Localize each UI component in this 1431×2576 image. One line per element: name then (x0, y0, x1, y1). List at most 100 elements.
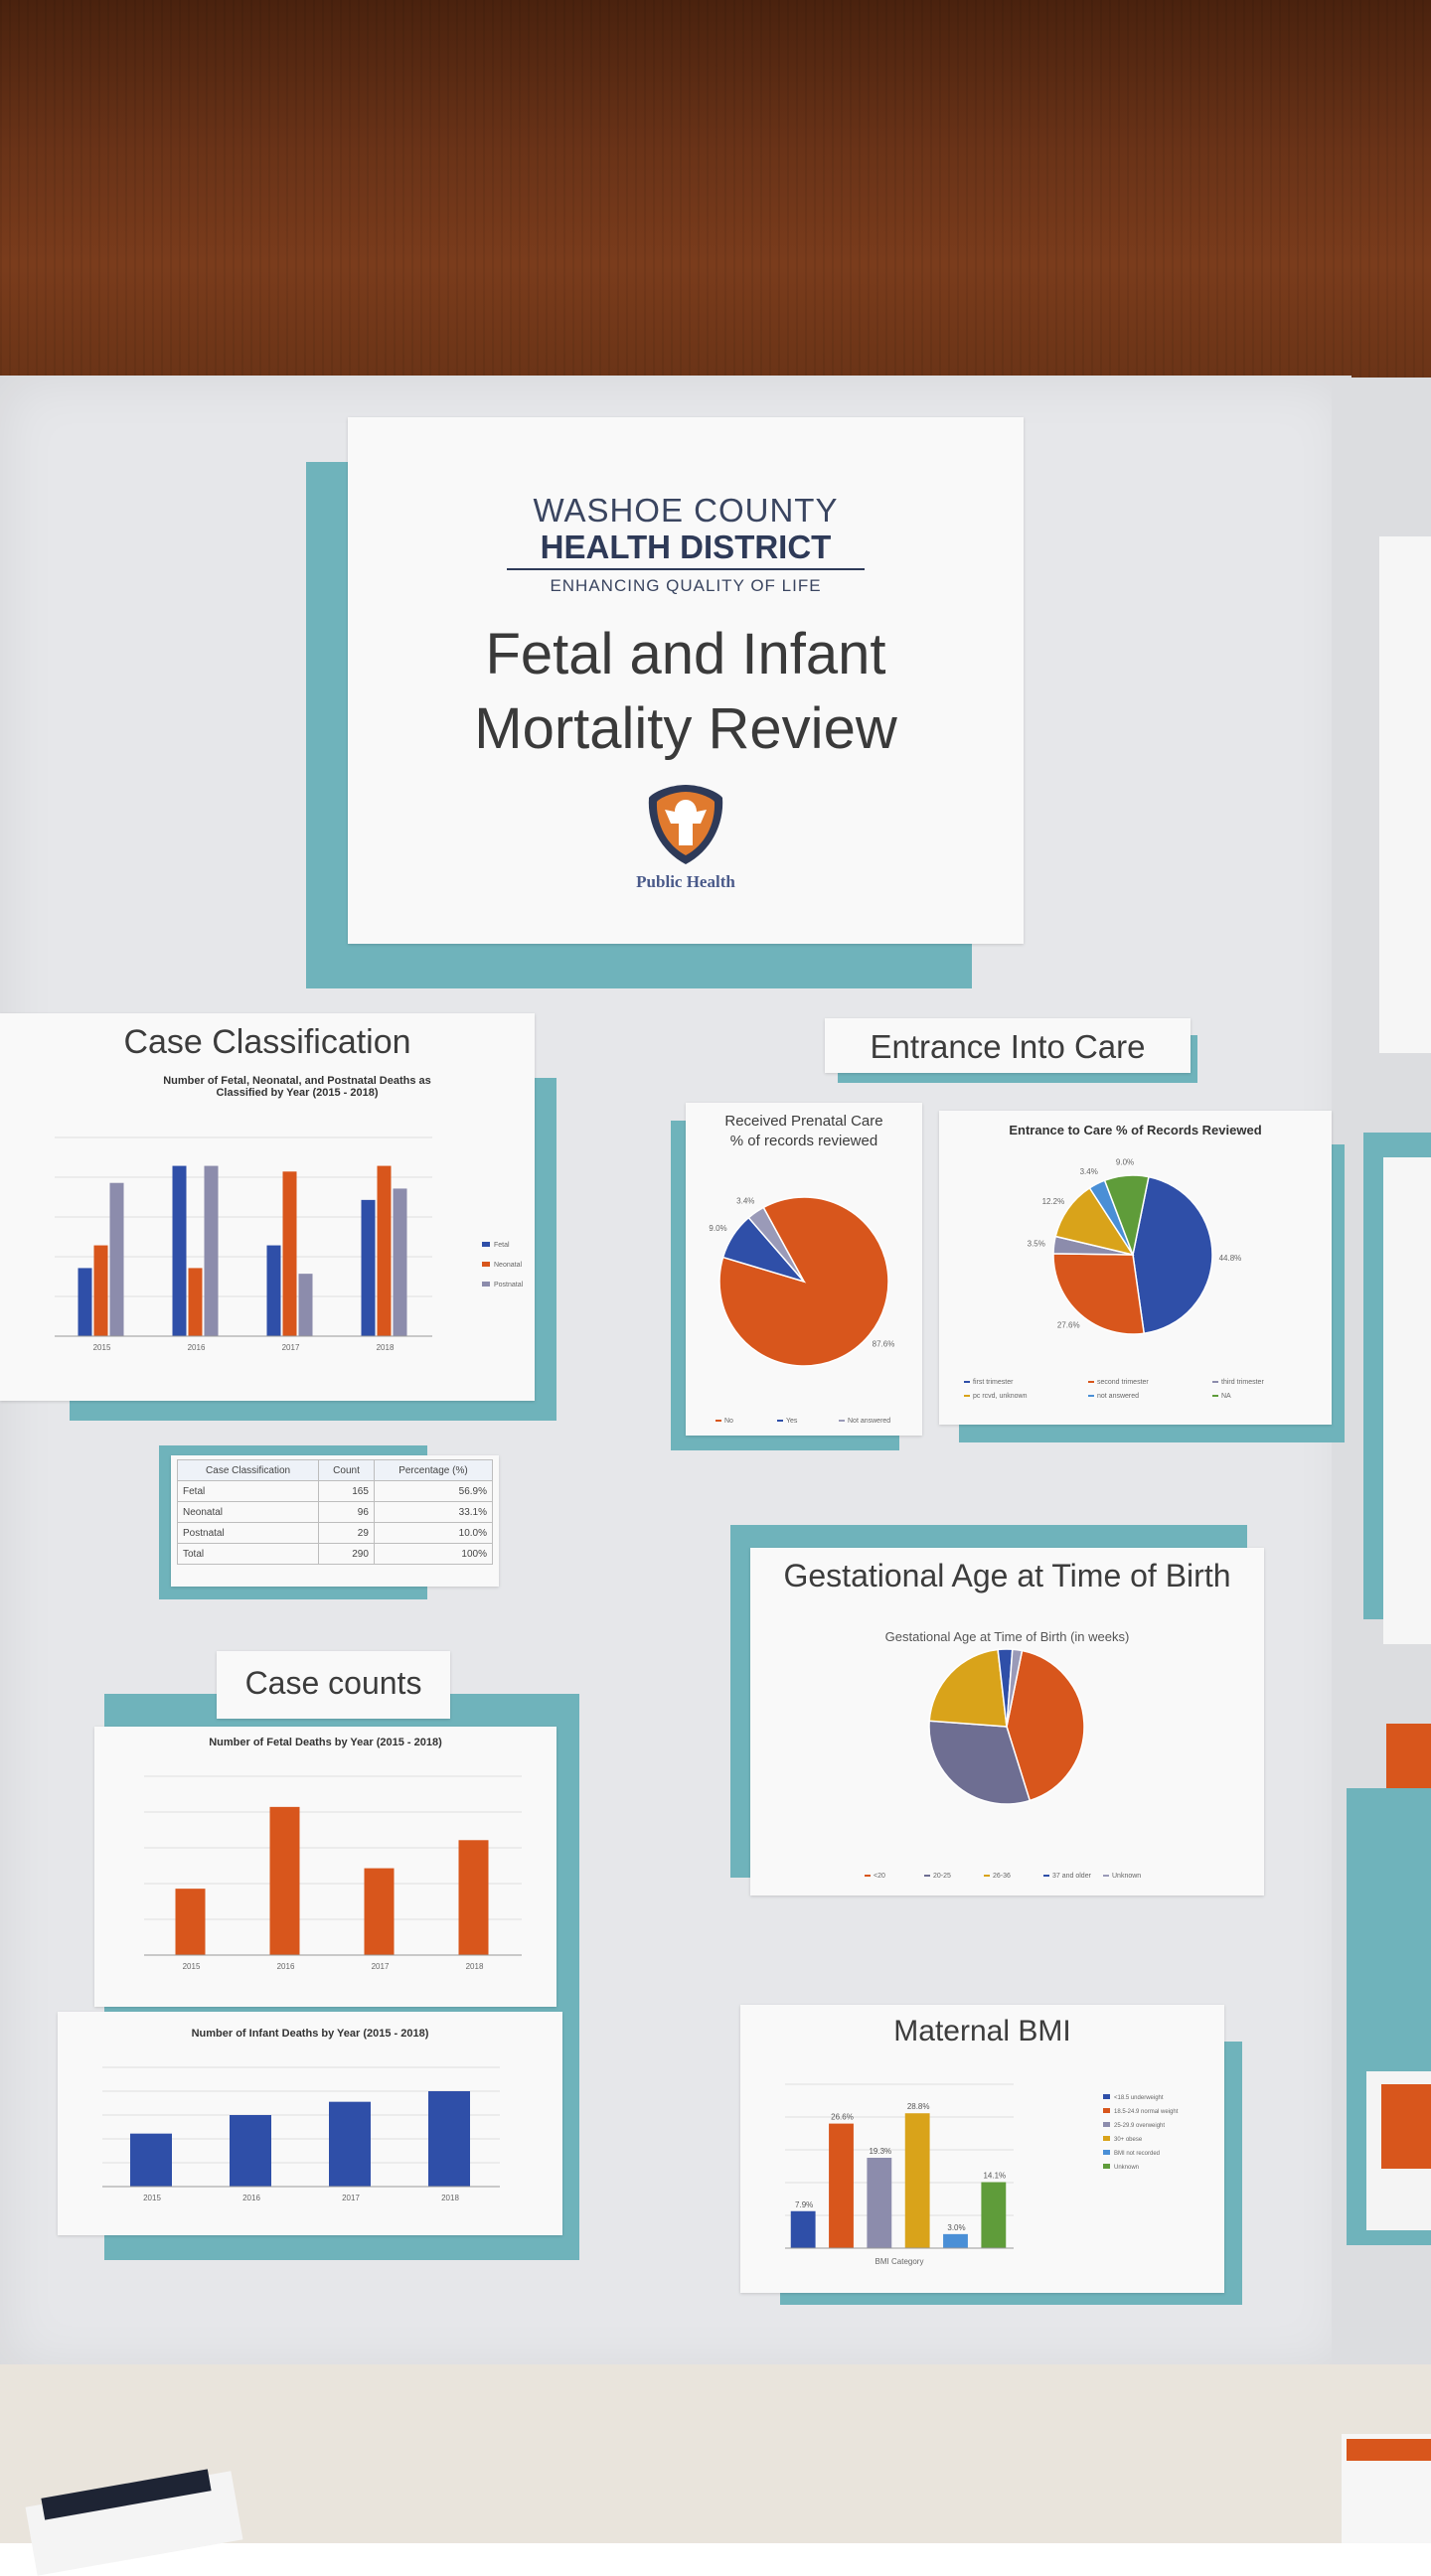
bar (981, 2182, 1007, 2248)
legend-swatch (1088, 1381, 1094, 1383)
x-axis-label: BMI Category (875, 2257, 924, 2266)
wood-wall (0, 0, 1431, 378)
bar-value-label: 7.9% (795, 2200, 813, 2209)
pie-value-label: 87.6% (873, 1339, 895, 1348)
bar-value-label: 28.8% (907, 2102, 930, 2111)
x-tick-label: 2017 (372, 1962, 390, 1971)
table-header-row: Case Classification Count Percentage (%) (176, 1459, 494, 1481)
table-cell: 29 (318, 1522, 375, 1544)
pie-slice (747, 1206, 805, 1283)
legend-label: second trimester (1097, 1379, 1149, 1386)
classification-heading: Case Classification (123, 1023, 411, 1061)
bottom-right-card-header (1347, 2439, 1431, 2461)
legend-swatch (964, 1395, 970, 1397)
bar-value-label: 26.6% (831, 2113, 854, 2122)
table-cell: Fetal (176, 1480, 320, 1502)
bar (204, 1165, 219, 1336)
bar (93, 1245, 108, 1336)
gestational-pie-chart: <20 20-25 26-36 37 and older Unknown (865, 1648, 1141, 1880)
legend-label: <20 (874, 1873, 885, 1880)
bar (904, 2113, 930, 2248)
legend-swatch (1103, 1875, 1109, 1877)
table-cell: 96 (318, 1501, 375, 1523)
legend-swatch (1103, 2136, 1110, 2141)
pie-value-label: 27.6% (1057, 1321, 1080, 1330)
bar (188, 1268, 203, 1336)
legend-label: 18.5-24.9 normal weight (1114, 2109, 1179, 2115)
x-tick-label: 2015 (93, 1343, 111, 1352)
poster-title-line2: Mortality Review (474, 696, 897, 761)
legend-swatch (1103, 2164, 1110, 2169)
x-tick-label: 2017 (342, 2194, 360, 2202)
pie-slice (1006, 1648, 1024, 1728)
legend-swatch (865, 1875, 871, 1877)
maternal-bmi-heading: Maternal BMI (893, 2015, 1071, 2047)
legend-label: not answered (1097, 1393, 1139, 1400)
x-tick-label: 2018 (441, 2194, 459, 2202)
legend-label: Yes (786, 1418, 798, 1425)
pie-slice (1054, 1186, 1135, 1257)
prenatal-care-card: Received Prenatal Care % of records revi… (686, 1103, 922, 1436)
classification-table: Case Classification Count Percentage (%)… (176, 1459, 494, 1565)
bar (361, 1199, 376, 1336)
infant-deaths-bar-chart: 2015 2016 2017 2018 (102, 2066, 500, 2202)
bar (175, 1889, 206, 1955)
x-tick-label: 2016 (277, 1962, 295, 1971)
bar (109, 1182, 124, 1336)
pie-slice (1103, 1174, 1150, 1258)
legend-label: 26-36 (993, 1873, 1011, 1880)
table-row: Fetal 165 56.9% (176, 1480, 494, 1502)
table-cell: 56.9% (373, 1480, 494, 1502)
legend-label: Neonatal (494, 1262, 522, 1269)
bar (329, 2101, 371, 2187)
fetal-deaths-bar-chart: 2015 2016 2017 2018 (144, 1775, 522, 1971)
legend-label: 20-25 (933, 1873, 951, 1880)
table-cell: 100% (373, 1543, 494, 1565)
bar-value-label: 19.3% (869, 2147, 891, 2156)
public-health-shield-icon (648, 785, 723, 864)
legend-swatch (1088, 1395, 1094, 1397)
pie-value-label: 3.5% (1028, 1239, 1045, 1248)
bar (364, 1868, 395, 1955)
legend-swatch (1212, 1395, 1218, 1397)
legend-label: BMI not recorded (1114, 2151, 1160, 2157)
wood-grain (0, 0, 1431, 378)
pie-value-label: 44.8% (1219, 1254, 1242, 1263)
bar (172, 1165, 187, 1336)
bar (269, 1806, 300, 1955)
table-cell: Neonatal (176, 1501, 320, 1523)
poster-title-line1: Fetal and Infant (485, 622, 886, 686)
legend-swatch (984, 1875, 990, 1877)
x-tick-label: 2016 (188, 1343, 206, 1352)
bar-value-label: 3.0% (947, 2223, 965, 2232)
legend-swatch (964, 1381, 970, 1383)
prenatal-chart-title-line2: % of records reviewed (729, 1133, 878, 1149)
legend-label: Unknown (1114, 2165, 1139, 2171)
legend-label: third trimester (1221, 1379, 1264, 1386)
x-tick-label: 2015 (143, 2194, 161, 2202)
table-header-cell: Case Classification (176, 1459, 320, 1481)
fetal-deaths-chart-title: Number of Fetal Deaths by Year (2015 - 2… (209, 1737, 442, 1748)
x-tick-label: 2015 (183, 1962, 201, 1971)
bar (829, 2123, 854, 2248)
entrance-pie-chart: 44.8% 27.6% 3.5% 12.2% 3.4% 9.0% first trimest… (964, 1157, 1264, 1400)
table-cell: 165 (318, 1480, 375, 1502)
legend-label: Unknown (1112, 1873, 1141, 1880)
table-cell: Postnatal (176, 1522, 320, 1544)
legend-swatch (1103, 2122, 1110, 2127)
pie-value-label: 12.2% (1042, 1197, 1065, 1206)
legend-swatch (482, 1282, 490, 1287)
x-tick-label: 2018 (466, 1962, 484, 1971)
entrance-chart-title: Entrance to Care % of Records Reviewed (1009, 1123, 1262, 1137)
case-counts-heading: Case counts (244, 1665, 422, 1701)
case-counts-heading-card: Case counts (217, 1651, 450, 1719)
right-wing-paper-2 (1383, 1157, 1431, 1644)
legend-swatch (716, 1420, 721, 1422)
bar (393, 1188, 407, 1336)
classification-chart-title: Number of Fetal, Neonatal, and Postnatal… (163, 1075, 431, 1099)
bar (282, 1171, 297, 1336)
classification-bar-chart: 2015 2016 2017 2018 Fetal Neonatal Postnatal (55, 1136, 524, 1352)
table-cell: 33.1% (373, 1501, 494, 1523)
infant-deaths-chart-title: Number of Infant Deaths by Year (2015 - … (191, 2028, 429, 2040)
org-name-line2: HEALTH DISTRICT (540, 529, 832, 565)
